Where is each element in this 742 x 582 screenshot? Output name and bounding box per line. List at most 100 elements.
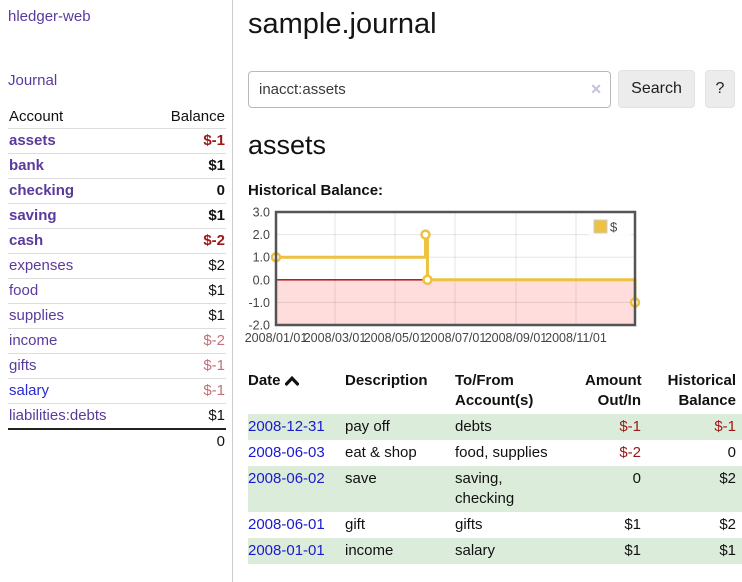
data-point[interactable] <box>420 229 431 240</box>
journal-table: Date Description To/From Account(s) Amou… <box>248 368 742 564</box>
transaction-date-link[interactable]: 2008-06-03 <box>248 444 325 461</box>
journal-header-balance-line2: Balance <box>678 392 736 409</box>
x-axis-tick-label: 2008/09/01 <box>485 331 548 345</box>
plot-border <box>274 210 637 327</box>
transaction-description: income <box>345 542 394 559</box>
clear-search-icon[interactable]: ✕ <box>590 80 602 97</box>
journal-header-balance-line1: Historical <box>667 372 736 389</box>
transaction-balance: $-1 <box>714 418 736 435</box>
account-link[interactable]: supplies <box>9 307 65 324</box>
historical-balance-chart: $3.0 2.0 1.0 0.0 -1.0 -2.0 2008/01/01 2008/03/0… <box>240 203 712 351</box>
sidebar-item-journal[interactable]: Journal <box>8 72 58 89</box>
search-help-button[interactable]: ? <box>705 70 735 108</box>
data-point[interactable] <box>422 274 433 286</box>
x-axis-tick-label: 2008/05/01 <box>364 331 427 345</box>
transaction-description: save <box>345 470 377 487</box>
account-balance: $-2 <box>147 228 226 254</box>
transaction-amount: $1 <box>624 542 641 559</box>
journal-header-description: Description <box>345 372 428 389</box>
x-axis-tick-label: 2008/01/01 <box>245 331 308 345</box>
chart-heading: Historical Balance: <box>248 182 384 199</box>
transaction-row[interactable]: 2008-06-03 eat & shop food, supplies $-2 0 <box>248 440 742 466</box>
transaction-date-link[interactable]: 2008-06-02 <box>248 470 325 487</box>
account-link[interactable]: expenses <box>9 257 74 274</box>
page-title: sample.journal <box>248 8 437 40</box>
transaction-date-link[interactable]: 2008-12-31 <box>248 418 325 435</box>
account-balance: $-1 <box>147 128 226 154</box>
transaction-date-cell: 2008-06-03 <box>248 440 345 466</box>
transaction-amount: 0 <box>632 470 641 487</box>
transaction-amount: $-1 <box>619 418 641 435</box>
transaction-description: gift <box>345 516 366 533</box>
account-row: assets $-1 <box>8 128 226 154</box>
account-row: bank $1 <box>8 153 226 179</box>
account-heading: assets <box>248 130 327 160</box>
account-link[interactable]: checking <box>9 182 75 199</box>
y-axis-tick-label: -2.0 <box>248 319 270 333</box>
account-link[interactable]: bank <box>9 157 45 174</box>
account-balance: 0 <box>147 178 226 204</box>
account-row: food $1 <box>8 278 226 304</box>
transaction-row[interactable]: 2008-06-02 save saving, checking 0 $2 <box>248 466 742 512</box>
journal-table-body: 2008-12-31 pay off debts $-1 $-1 2008-06-03 ea… <box>248 414 742 564</box>
sidebar: hledger-web Journal Account Balance asse… <box>0 0 233 582</box>
search-input[interactable] <box>248 70 611 108</box>
account-link[interactable]: gifts <box>9 357 37 374</box>
account-link[interactable]: food <box>9 282 39 299</box>
account-row: expenses $2 <box>8 253 226 279</box>
transaction-accounts: gifts <box>455 516 483 533</box>
account-cell: salary <box>8 378 148 404</box>
journal-header-amount-line2: Out/In <box>597 392 641 409</box>
account-link[interactable]: liabilities:debts <box>9 407 107 424</box>
y-axis-tick-label: 2.0 <box>253 228 270 242</box>
account-row: checking 0 <box>8 178 226 204</box>
journal-header-accounts-line1: To/From <box>455 372 514 389</box>
account-row: liabilities:debts $1 <box>8 403 226 429</box>
main-content: sample.journal ✕ Search ? assets Histori… <box>245 0 742 564</box>
journal-header-accounts: To/From Account(s) <box>455 368 585 414</box>
y-axis-tick-label: 1.0 <box>253 251 270 265</box>
account-link[interactable]: salary <box>9 382 50 399</box>
account-balance: $1 <box>147 278 226 304</box>
transaction-row[interactable]: 2008-01-01 income salary $1 $1 <box>248 538 742 564</box>
accounts-header-row: Account Balance <box>8 105 226 129</box>
journal-header-date[interactable]: Date <box>248 368 345 414</box>
transaction-accounts: food, supplies <box>455 444 548 461</box>
legend-swatch-icon <box>593 219 608 234</box>
sort-ascending-icon <box>284 372 299 392</box>
account-row: income $-2 <box>8 328 226 354</box>
search-button[interactable]: Search <box>618 70 695 108</box>
account-link[interactable]: cash <box>9 232 44 249</box>
transaction-balance: $2 <box>719 470 736 487</box>
transaction-row[interactable]: 2008-06-01 gift gifts $1 $2 <box>248 512 742 538</box>
account-balance: $1 <box>147 403 226 429</box>
account-cell: checking <box>8 178 148 204</box>
transaction-balance: 0 <box>727 444 736 461</box>
journal-header-balance: Historical Balance <box>641 368 742 414</box>
account-balance: $1 <box>147 153 226 179</box>
journal-header-row: Date Description To/From Account(s) Amou… <box>248 368 742 414</box>
transaction-date-cell: 2008-01-01 <box>248 538 345 564</box>
journal-header-date-label: Date <box>248 372 281 389</box>
account-balance: $-2 <box>147 328 226 354</box>
account-cell: expenses <box>8 253 148 279</box>
account-cell: food <box>8 278 148 304</box>
transaction-date-cell: 2008-12-31 <box>248 414 345 440</box>
negative-region <box>276 279 635 325</box>
account-link[interactable]: assets <box>9 132 56 149</box>
transaction-date-link[interactable]: 2008-06-01 <box>248 516 325 533</box>
account-cell: assets <box>8 128 148 154</box>
app-brand-link[interactable]: hledger-web <box>8 8 91 25</box>
x-axis-tick-label: 2008/03/01 <box>304 331 367 345</box>
account-balance: $-1 <box>147 378 226 404</box>
transaction-balance: $1 <box>719 542 736 559</box>
accounts-header-account: Account <box>9 108 64 125</box>
account-link[interactable]: income <box>9 332 58 349</box>
transaction-row[interactable]: 2008-12-31 pay off debts $-1 $-1 <box>248 414 742 440</box>
account-link[interactable]: saving <box>9 207 57 224</box>
account-balance: $-1 <box>147 353 226 379</box>
transaction-description: pay off <box>345 418 390 435</box>
transaction-description: eat & shop <box>345 444 417 461</box>
transaction-date-link[interactable]: 2008-01-01 <box>248 542 325 559</box>
search-form: ✕ Search ? <box>248 70 742 108</box>
